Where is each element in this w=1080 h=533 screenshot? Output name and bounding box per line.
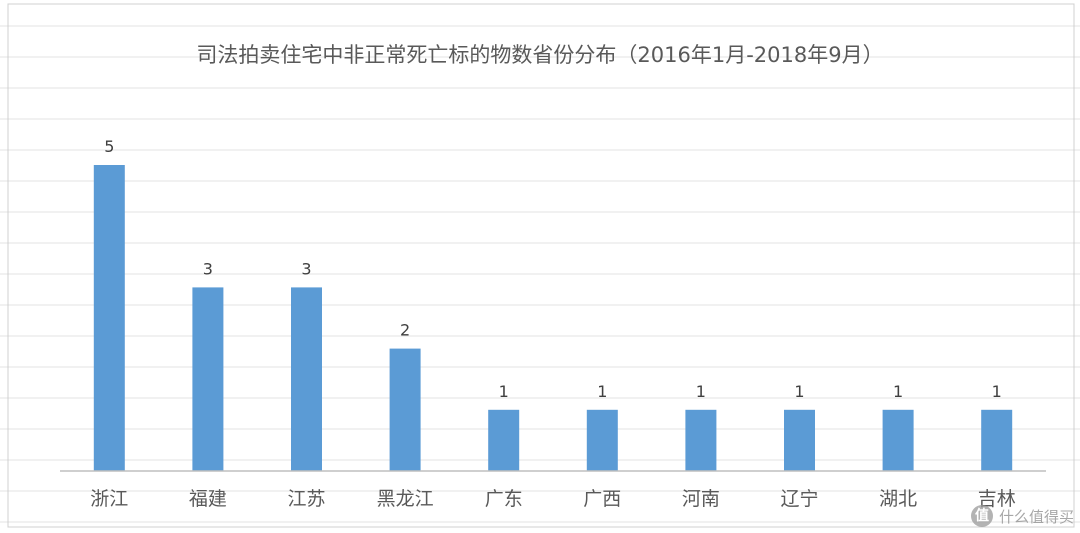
x-tick-label-2: 福建: [189, 488, 227, 510]
data-label-7: 1: [696, 382, 706, 401]
data-labels: 5 3 3 2 1 1 1 1 1 1: [104, 137, 1002, 401]
data-label-1: 5: [104, 137, 114, 156]
x-tick-label-7: 河南: [682, 488, 720, 510]
data-label-9: 1: [893, 382, 903, 401]
bar-9: [882, 409, 914, 471]
data-label-3: 3: [301, 259, 311, 278]
x-tick-label-1: 浙江: [90, 488, 128, 510]
bar-8: [784, 409, 815, 471]
x-tick-label-10: 吉林: [978, 488, 1016, 510]
x-axis-tick-labels: 浙江 福建 江苏 黑龙江 广东 广西 河南 辽宁 湖北 吉林: [90, 488, 1015, 510]
bar-10: [981, 409, 1013, 471]
x-tick-label-4: 黑龙江: [377, 488, 434, 510]
data-label-10: 1: [992, 382, 1002, 401]
x-tick-label-6: 广西: [583, 488, 621, 510]
bar-7: [685, 409, 717, 471]
data-label-4: 2: [400, 321, 410, 340]
bar-5: [488, 409, 520, 471]
bar-4: [389, 348, 421, 471]
bar-series: [93, 165, 1013, 471]
watermark-logo-icon: 值: [970, 505, 993, 527]
bar-6: [586, 409, 618, 471]
data-label-6: 1: [597, 382, 607, 401]
spreadsheet-gridlines: [0, 25, 1080, 523]
data-label-2: 3: [203, 259, 213, 278]
bar-2: [192, 287, 224, 471]
bar-1: [93, 165, 125, 471]
x-tick-label-5: 广东: [485, 488, 523, 510]
bar-3: [291, 287, 322, 471]
data-label-8: 1: [794, 382, 804, 401]
x-tick-label-9: 湖北: [879, 488, 917, 510]
chart-title: 司法拍卖住宅中非正常死亡标的物数省份分布（2016年1月-2018年9月）: [196, 43, 883, 67]
x-tick-label-8: 辽宁: [780, 488, 818, 510]
watermark: 值 什么值得买: [970, 505, 1074, 527]
chart-frame: [7, 3, 1075, 528]
watermark-text: 什么值得买: [998, 507, 1074, 526]
data-label-5: 1: [499, 382, 509, 401]
x-tick-label-3: 江苏: [287, 488, 325, 510]
